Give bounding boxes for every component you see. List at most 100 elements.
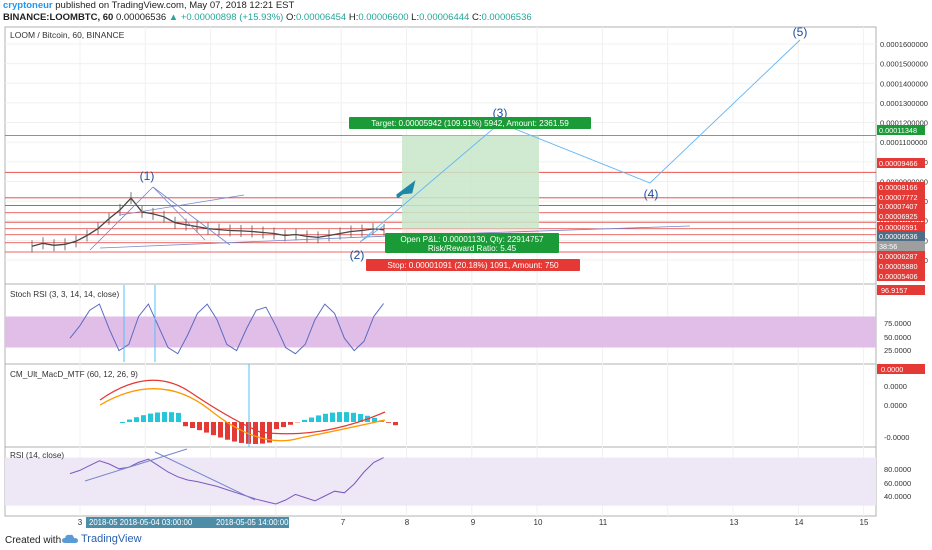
macd-histogram-bar	[330, 412, 335, 422]
rsi-tick-label: 60.0000	[884, 479, 911, 488]
price-tick-label: 0.0001200000	[880, 119, 928, 128]
rsi-line	[69, 457, 384, 505]
time-tick-label: 14	[795, 518, 804, 527]
trend-line	[89, 186, 154, 251]
macd-tick-label: -0.0000	[884, 433, 909, 442]
chart-header: cryptoneur published on TradingView.com,…	[3, 0, 532, 24]
macd-histogram-bar	[239, 422, 244, 443]
tradingview-brand[interactable]: TradingView	[62, 533, 142, 545]
price-tick-label: 0.0001500000	[880, 60, 928, 69]
stop-label-text: Stop: 0.00001091 (20.18%) 1091, Amount: …	[387, 261, 559, 270]
high-label: H:	[348, 12, 359, 23]
wave-label: (2)	[350, 248, 365, 262]
stoch-badge-text: 96.9157	[881, 286, 907, 295]
price-badge-text: 0.00006287	[879, 252, 918, 261]
rsi-title: RSI (14, close)	[10, 451, 64, 460]
price-tick-label: 0.0001100000	[880, 138, 927, 147]
time-cursor-text: 2018-05-05 14:00:00	[216, 518, 289, 527]
price-badge-text: 0.00006925	[879, 212, 918, 221]
time-tick-label: 7	[341, 518, 346, 527]
symbol-label: BINANCE:LOOMBTC, 60	[3, 12, 114, 23]
price-change: ▲ +0.00000898 (+15.93%)	[168, 12, 284, 23]
rsi-tick-label: 80.0000	[884, 465, 911, 474]
macd-histogram-bar	[351, 412, 356, 422]
price-tick-label: 0.0001400000	[880, 79, 928, 88]
macd-histogram-bar	[134, 417, 139, 422]
author-link[interactable]: cryptoneur	[3, 0, 53, 11]
macd-histogram-bar	[211, 422, 216, 436]
chart-canvas[interactable]: LOOM / Bitcoin, 60, BINANCE (1) (2) (3) (4)…	[0, 0, 932, 530]
macd-histogram-bar	[190, 422, 195, 429]
trend-line	[152, 186, 206, 241]
wave-label: (1)	[140, 169, 155, 183]
macd-histogram-bar	[141, 415, 146, 422]
price-tick-label: 0.0000700000	[880, 217, 928, 226]
stoch-tick-label: 50.0000	[884, 333, 911, 342]
target-zone	[402, 135, 539, 229]
macd-histogram-bar	[120, 422, 125, 423]
open-pnl-label-text: Open P&L: 0.00001130, Qty: 22914757	[400, 235, 544, 244]
macd-histogram-bar	[253, 422, 258, 444]
macd-title: CM_Ult_MacD_MTF (60, 12, 26, 9)	[10, 370, 138, 379]
target-label-box	[349, 117, 591, 129]
price-badge-text: 0.00006536	[879, 232, 918, 241]
macd-histogram-bar	[316, 415, 321, 422]
macd-histogram-bar	[281, 422, 286, 428]
stoch-badge	[877, 285, 925, 295]
stoch-title: Stoch RSI (3, 3, 14, 14, close)	[10, 290, 119, 299]
macd-histogram-bar	[197, 422, 202, 431]
price-badge-text: 38:56	[879, 242, 897, 251]
macd-tick-label: 0.0000	[884, 401, 907, 410]
price-badge-text: 0.00009466	[879, 159, 918, 168]
target-label-text: Target: 0.00005942 (109.91%) 5942, Amoun…	[371, 119, 569, 128]
price-badge	[877, 271, 925, 281]
arrow-icon	[395, 180, 416, 199]
macd-histogram-bar	[176, 412, 181, 422]
macd-histogram-bar	[344, 412, 349, 422]
rsi-trend-line	[84, 448, 188, 482]
price-badge-text: 0.00011348	[879, 126, 917, 135]
macd-badge-text: 0.0000	[881, 365, 903, 374]
price-badge	[877, 192, 925, 202]
time-tick-label: 3	[78, 518, 83, 527]
trend-line	[119, 194, 245, 216]
time-tick-label: 8	[405, 518, 410, 527]
macd-histogram-bar	[183, 422, 188, 427]
price-badge	[877, 201, 925, 211]
price-tick-label: 0.0001300000	[880, 99, 928, 108]
time-tick-label: 11	[599, 518, 608, 527]
last-price: 0.00006536	[115, 12, 167, 23]
price-badge-text: 0.00006591	[879, 223, 918, 232]
macd-tick-label: 0.0000	[884, 382, 907, 391]
macd-histogram-bar	[393, 422, 398, 426]
macd-line	[99, 379, 386, 435]
price-badge	[877, 125, 925, 135]
wave-label: (5)	[793, 25, 808, 39]
macd-histogram-bar	[218, 422, 223, 438]
macd-histogram-bar	[309, 417, 314, 422]
stoch-tick-label: 25.0000	[884, 346, 911, 355]
macd-histogram-bar	[274, 422, 279, 430]
price-badge-text: 0.00007407	[879, 202, 918, 211]
rsi-trend-line	[154, 451, 256, 501]
tradingview-label: TradingView	[81, 533, 142, 545]
macd-histogram-bar	[372, 417, 377, 422]
rsi-tick-label: 40.0000	[884, 492, 911, 501]
macd-histogram-bar	[302, 419, 307, 422]
macd-histogram-bar	[288, 422, 293, 425]
price-tick-label: 0.0001600000	[880, 40, 928, 49]
stoch-tick-label: 75.0000	[884, 319, 911, 328]
macd-histogram-bar	[323, 413, 328, 422]
cloud-icon	[62, 534, 78, 543]
price-badge-text: 0.00007772	[879, 193, 918, 202]
open-value: 0.00006454	[295, 12, 347, 23]
close-label: C:	[471, 12, 482, 23]
open-pnl-label-text: Risk/Reward Ratio: 5.45	[428, 244, 517, 253]
high-value: 0.00006600	[358, 12, 409, 23]
macd-histogram-bar	[337, 412, 342, 422]
open-label: O:	[285, 12, 296, 23]
low-value: 0.00006444	[419, 12, 470, 23]
macd-histogram-bar	[232, 422, 237, 442]
stop-label-box	[366, 259, 580, 271]
price-badge	[877, 158, 925, 168]
